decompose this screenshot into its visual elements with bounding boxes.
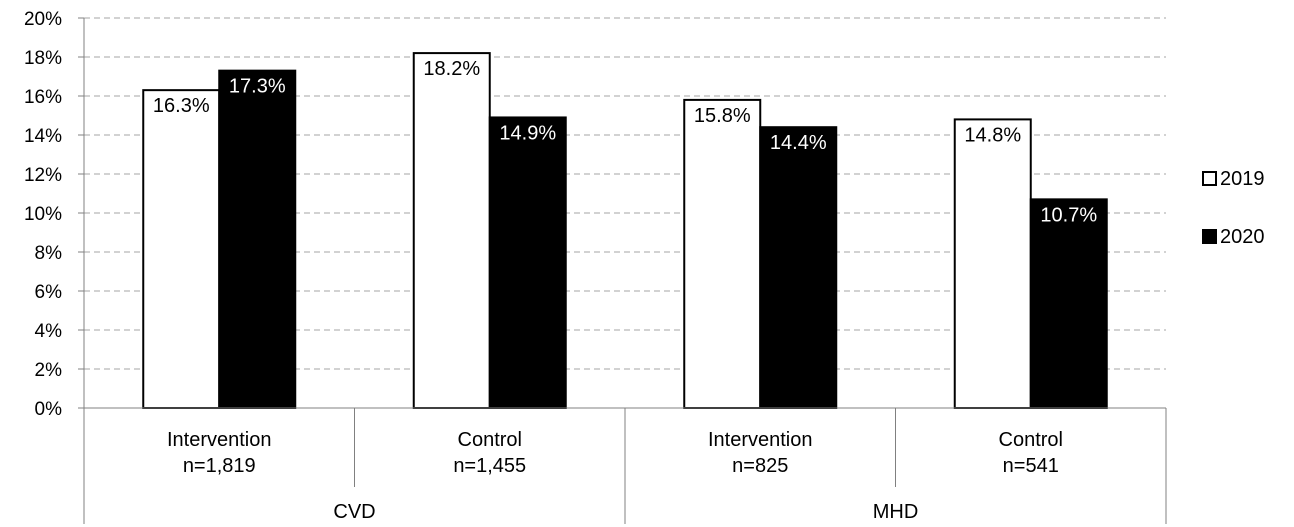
bars [142,52,1108,410]
y-tick-label: 12% [24,165,62,186]
bar-2019 [683,98,762,410]
y-tick-label: 16% [24,87,62,108]
bar-2020 [759,126,838,409]
category-sample-size: n=1,819 [183,455,256,477]
bar-2019 [953,118,1032,410]
x-axis-categories: Intervention n=1,819 Control n=1,455 Interve… [167,429,1063,523]
y-tick-label: 14% [24,126,62,147]
category-sample-size: n=541 [1003,455,1059,477]
y-tick-label: 20% [24,9,62,30]
data-label: 14.8% [964,124,1021,146]
category-sample-size: n=1,455 [453,455,526,477]
data-label: 18.2% [423,58,480,80]
y-tick-label: 4% [35,321,63,342]
y-tick-label: 6% [35,282,63,303]
category-label: Control [458,429,522,451]
legend-label: 2019 [1220,168,1265,190]
y-axis-ticks: 0% 2% 4% 6% 8% 10% 12% 14% 16% 18% 20% [24,9,62,420]
category-label: Intervention [708,429,813,451]
bar-2019 [142,89,221,410]
group-label: MHD [873,501,919,523]
bar-2019 [412,52,491,409]
group-label: CVD [333,501,375,523]
y-tick-label: 2% [35,360,63,381]
category-sample-size: n=825 [732,455,788,477]
data-label: 15.8% [694,105,751,127]
axes [78,17,1167,524]
data-label: 16.3% [153,95,210,117]
legend-swatch-2019 [1202,171,1217,186]
data-label: 10.7% [1040,204,1097,226]
legend: 2019 2020 [1202,168,1265,248]
bar-2020 [218,69,297,410]
bar-2020 [1029,198,1108,409]
bar-2020 [488,116,567,409]
data-label: 14.4% [770,132,827,154]
y-tick-label: 0% [35,399,63,420]
category-label: Intervention [167,429,272,451]
data-label: 14.9% [499,122,556,144]
legend-label: 2020 [1220,226,1265,248]
data-label: 17.3% [229,76,286,98]
data-labels: 16.3% 17.3% 18.2% 14.9% 15.8% 14.4% 14.8% 10.7% [153,58,1097,226]
legend-swatch-2020 [1202,229,1217,244]
category-label: Control [999,429,1063,451]
y-tick-label: 8% [35,243,63,264]
y-tick-label: 10% [24,204,62,225]
y-tick-label: 18% [24,48,62,69]
